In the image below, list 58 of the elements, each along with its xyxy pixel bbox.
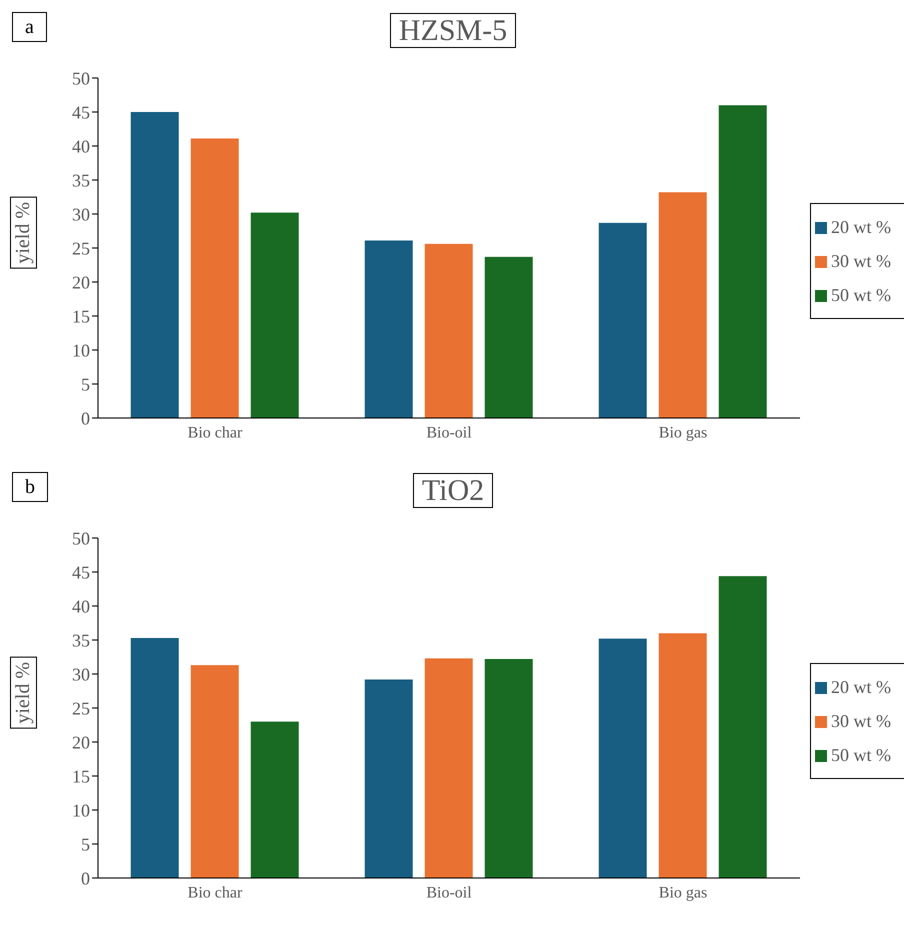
bar [250,722,299,878]
y-tick-label: 40 [72,136,90,156]
y-tick-label: 25 [72,238,90,258]
text: b [12,472,48,502]
y-axis-title: yield % [10,657,37,729]
bar [658,633,707,878]
y-tick-label: 10 [72,800,90,820]
y-tick-label: 50 [72,68,90,88]
x-tick-label: Bio char [188,424,243,442]
chart-title: HZSM-5 [390,13,516,48]
y-tick-label: 5 [81,834,90,854]
bar [364,240,413,418]
y-tick-label: 45 [72,562,90,582]
bar [598,222,647,418]
x-tick-label: Bio gas [658,424,708,442]
bar [718,576,767,878]
x-tick-label: Bio-oil [426,884,472,902]
legend-label: 20 wt % [831,676,891,696]
bar [250,212,299,418]
y-tick-label: 50 [72,528,90,548]
bar [718,105,767,418]
y-tick-label: 30 [72,204,90,224]
chart-title: TiO2 [412,473,494,508]
bar [484,659,533,878]
y-tick-label: 5 [81,374,90,394]
y-tick-label: 30 [72,664,90,684]
bar [190,665,239,878]
bar [424,244,473,418]
y-tick-label: 10 [72,340,90,360]
x-tick-label: Bio-oil [426,424,472,442]
x-tick-label: Bio gas [658,884,708,902]
y-tick-label: 20 [72,732,90,752]
y-tick-label: 35 [72,170,90,190]
y-tick-label: 45 [72,102,90,122]
bar [130,112,179,418]
bar [658,192,707,418]
bar [190,138,239,418]
text: a [12,12,47,42]
bar [130,638,179,878]
bar [424,658,473,878]
bar [484,256,533,418]
legend-label: 20 wt % [831,216,891,236]
bar [598,638,647,878]
legend-label: 50 wt % [831,284,891,304]
y-tick-label: 15 [72,766,90,786]
y-tick-label: 0 [81,868,90,888]
y-tick-label: 20 [72,272,90,292]
bar [364,679,413,878]
y-tick-label: 35 [72,630,90,650]
y-tick-label: 0 [81,408,90,428]
y-axis-title: yield % [10,197,37,269]
legend-label: 30 wt % [831,250,891,270]
y-tick-label: 15 [72,306,90,326]
x-tick-label: Bio char [188,884,243,902]
legend-label: 30 wt % [831,710,891,730]
y-tick-label: 25 [72,698,90,718]
legend-label: 50 wt % [831,744,891,764]
y-tick-label: 40 [72,596,90,616]
